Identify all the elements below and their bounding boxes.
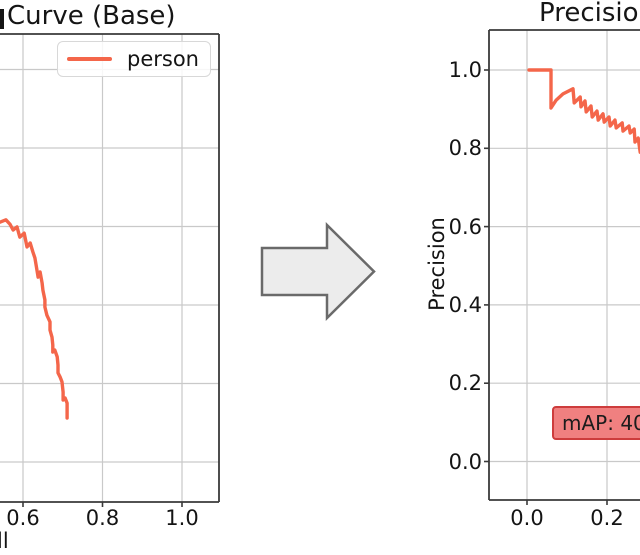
right-arrow-icon bbox=[260, 222, 376, 321]
left-xlabel-fragment: ll bbox=[0, 529, 9, 553]
right-ylabel: Precision bbox=[425, 217, 449, 311]
left-title-clipped-letter bbox=[0, 9, 4, 29]
y-tick-label: 0.4 bbox=[448, 292, 482, 317]
y-tick-label: 1.0 bbox=[448, 58, 482, 82]
x-tick-label: 0.6 bbox=[6, 506, 40, 530]
legend-label: person bbox=[127, 47, 199, 71]
y-tick-label: 0.2 bbox=[448, 371, 482, 396]
x-tick-label: 1.0 bbox=[165, 506, 199, 530]
y-tick-label: 0.0 bbox=[448, 449, 482, 474]
right-plot-title: Precisio bbox=[539, 0, 639, 28]
legend-line-swatch bbox=[67, 57, 112, 61]
x-tick-label: 0.8 bbox=[85, 506, 120, 530]
y-tick-label: 0.6 bbox=[448, 214, 482, 239]
x-tick-label: 0.0 bbox=[510, 506, 544, 530]
x-tick-label: 0.2 bbox=[590, 506, 624, 530]
pr-curve bbox=[0, 218, 69, 420]
y-tick-label: 0.8 bbox=[448, 136, 482, 161]
map-annotation-badge: mAP: 40 bbox=[552, 406, 640, 440]
pr-curve bbox=[527, 68, 640, 154]
legend-box: person bbox=[57, 41, 211, 77]
left-plot-title: Curve (Base) bbox=[7, 1, 176, 31]
